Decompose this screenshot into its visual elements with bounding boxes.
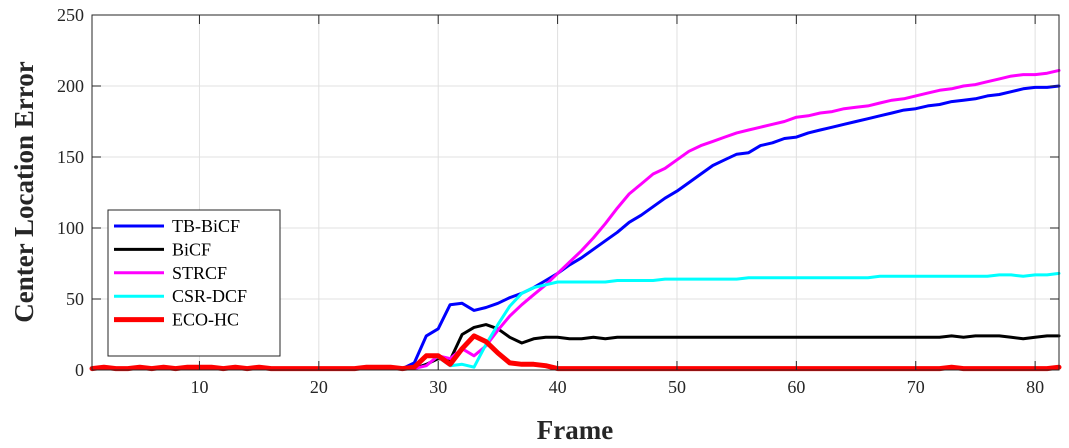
legend-box: [107, 209, 281, 357]
y-tick-label: 50: [66, 289, 84, 309]
x-tick-label: 60: [787, 377, 805, 397]
x-tick-label: 30: [429, 377, 447, 397]
y-tick-label: 250: [57, 5, 84, 25]
y-tick-label: 100: [57, 218, 84, 238]
x-tick-label: 40: [549, 377, 567, 397]
x-tick-label: 70: [907, 377, 925, 397]
legend-label-strcf: STRCF: [172, 263, 227, 283]
series-lines: [89, 68, 1062, 372]
x-tick-label: 80: [1026, 377, 1044, 397]
x-tick-label: 50: [668, 377, 686, 397]
legend-label-bicf: BiCF: [172, 239, 211, 259]
x-axis-title: Frame: [537, 415, 613, 445]
x-tick-label: 10: [190, 377, 208, 397]
axis-ticks: 10 20 30 40 50 60 70 80 0 50 100 150 200 250: [57, 5, 1059, 397]
legend-label-eco-hc: ECO-HC: [172, 310, 239, 330]
series-line-eco-hc: [89, 333, 1062, 372]
x-tick-label: 20: [310, 377, 328, 397]
y-axis-title: Center Location Error: [9, 61, 39, 322]
plot-area-frame: [91, 14, 1060, 371]
legend-label-csr-dcf: CSR-DCF: [172, 286, 247, 306]
y-tick-label: 150: [57, 147, 84, 167]
legend: TB-BiCF BiCF STRCF CSR-DCF ECO-HC: [107, 209, 281, 357]
y-tick-label: 200: [57, 76, 84, 96]
legend-label-tb-bicf: TB-BiCF: [172, 216, 240, 236]
y-tick-label: 0: [75, 360, 84, 380]
